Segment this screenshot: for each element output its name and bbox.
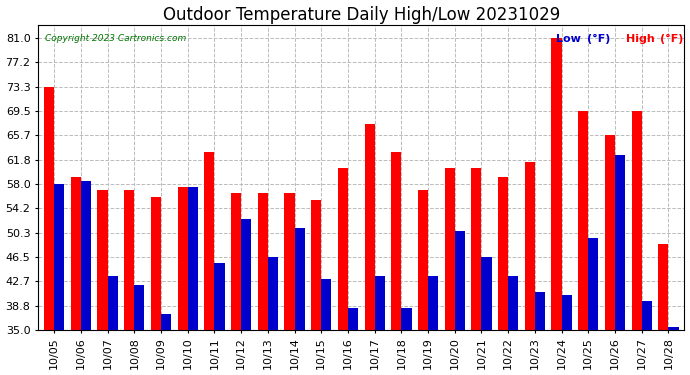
Bar [108,276,118,330]
Bar [482,257,492,330]
Bar [375,276,385,330]
Bar [391,152,402,330]
Bar [562,295,572,330]
Bar [605,135,615,330]
Title: Outdoor Temperature Daily High/Low 20231029: Outdoor Temperature Daily High/Low 20231… [163,6,560,24]
Text: (°F): (°F) [586,34,610,44]
Bar [615,155,625,330]
Bar [444,168,455,330]
Bar [338,168,348,330]
Bar [135,285,144,330]
Bar [177,187,188,330]
Bar [402,308,411,330]
Bar [295,228,305,330]
Bar [498,177,509,330]
Bar [364,123,375,330]
Bar [631,111,642,330]
Bar [311,200,322,330]
Bar [455,231,465,330]
Bar [284,194,295,330]
Bar [161,314,171,330]
Bar [471,168,482,330]
Bar [589,238,598,330]
Text: (°F): (°F) [660,34,683,44]
Bar [124,190,135,330]
Bar [44,87,55,330]
Text: High: High [626,34,658,44]
Bar [348,308,358,330]
Bar [535,292,545,330]
Bar [525,162,535,330]
Bar [151,196,161,330]
Bar [428,276,438,330]
Bar [188,187,198,330]
Bar [418,190,428,330]
Bar [97,190,108,330]
Text: Low: Low [555,34,584,44]
Bar [71,177,81,330]
Bar [578,111,589,330]
Bar [231,194,241,330]
Bar [658,244,669,330]
Bar [81,181,91,330]
Bar [257,194,268,330]
Bar [268,257,278,330]
Bar [322,279,331,330]
Bar [55,184,64,330]
Text: Copyright 2023 Cartronics.com: Copyright 2023 Cartronics.com [45,34,186,43]
Bar [215,263,224,330]
Bar [642,301,652,330]
Bar [669,327,678,330]
Bar [204,152,215,330]
Bar [551,38,562,330]
Bar [509,276,518,330]
Bar [241,219,251,330]
